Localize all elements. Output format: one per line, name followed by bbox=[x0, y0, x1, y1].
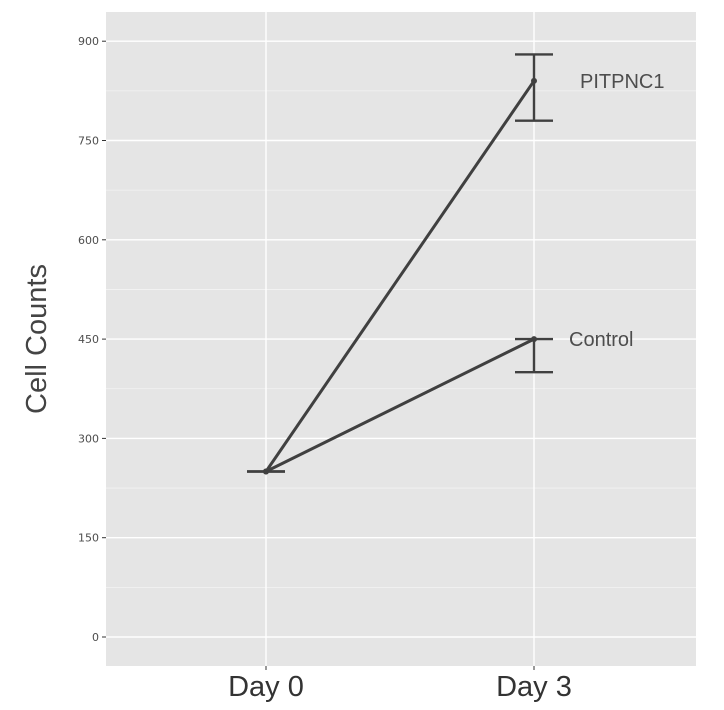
y-tick-label: 150 bbox=[78, 532, 99, 545]
data-points bbox=[263, 77, 537, 475]
data-point bbox=[531, 77, 537, 84]
minor-gridlines bbox=[106, 90, 696, 588]
y-tick-label: 900 bbox=[78, 35, 99, 48]
x-axis-ticks: Day 0 Day 3 bbox=[228, 666, 572, 703]
series-label: Control bbox=[569, 329, 633, 351]
series-lines bbox=[264, 80, 536, 473]
series-label: PITPNC1 bbox=[580, 71, 664, 93]
data-point bbox=[263, 468, 269, 475]
y-tick-label: 450 bbox=[78, 333, 99, 346]
data-point bbox=[531, 336, 537, 343]
x-category-label: Day 0 bbox=[228, 671, 304, 703]
series-line bbox=[264, 80, 536, 473]
y-axis-title: Cell Counts bbox=[21, 264, 53, 414]
y-tick-label: 0 bbox=[92, 631, 99, 644]
y-axis-ticks: 0 150 300 450 600 750 900 bbox=[78, 35, 106, 644]
series-labels: PITPNC1 Control bbox=[569, 71, 664, 351]
series-line bbox=[265, 337, 535, 473]
y-tick-label: 750 bbox=[78, 135, 99, 148]
x-category-label: Day 3 bbox=[496, 671, 572, 703]
y-tick-label: 300 bbox=[78, 432, 99, 445]
y-tick-label: 600 bbox=[78, 234, 99, 247]
